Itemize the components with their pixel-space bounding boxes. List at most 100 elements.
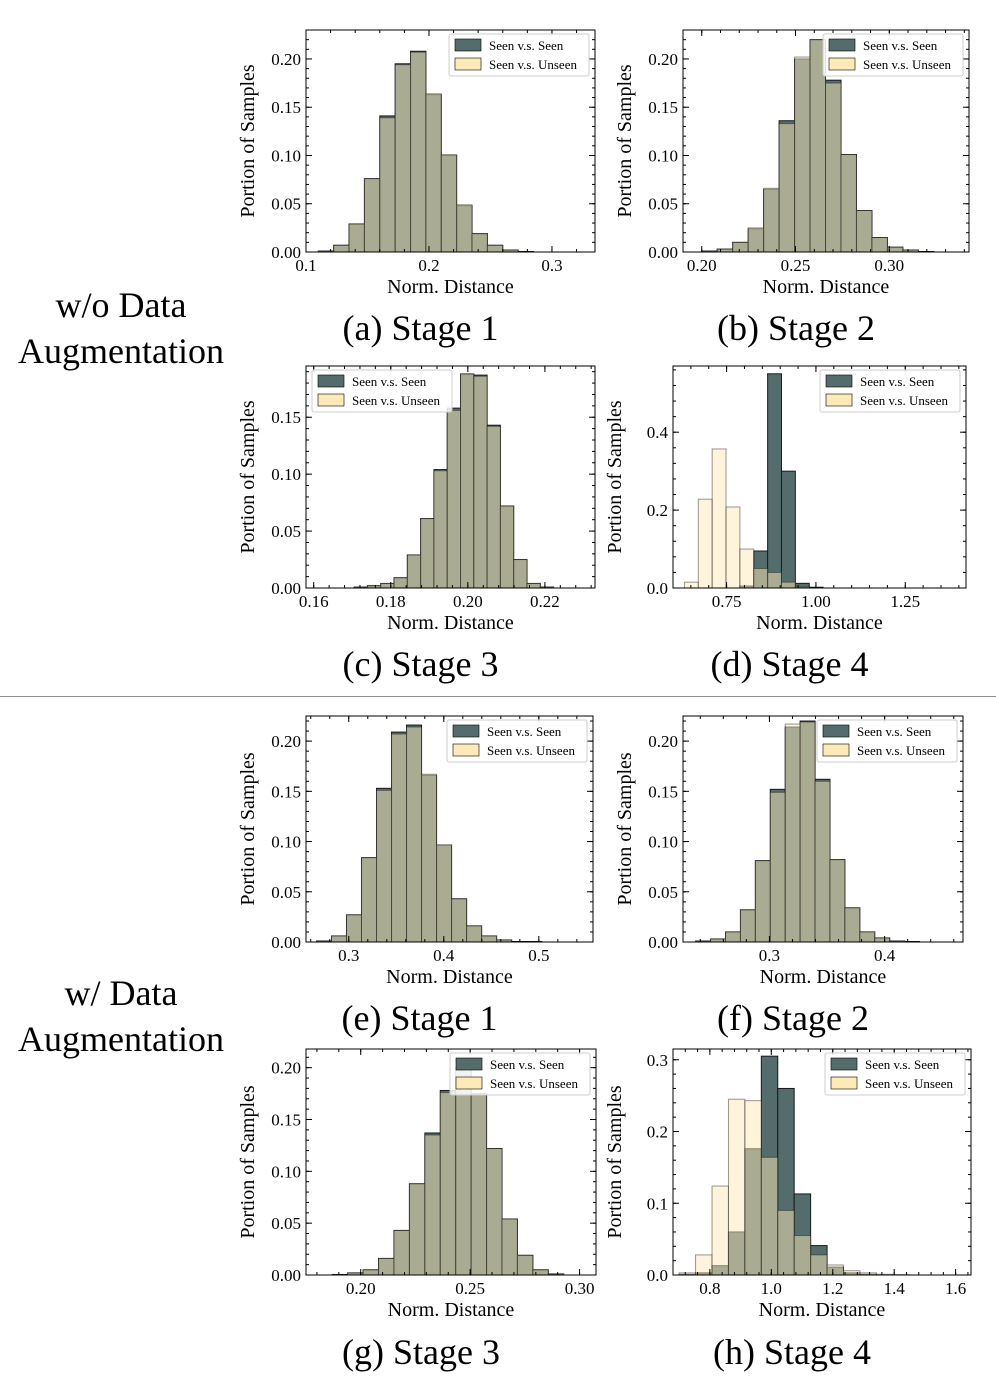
histogram-chart: 0.3 0.4 0.00 0.05 0.10 0.15 0.20 Norm. Distance… — [614, 715, 964, 988]
y-tick-label: 0.10 — [271, 146, 301, 165]
legend: Seen v.s. Seen Seen v.s. Unseen — [822, 33, 964, 77]
axes-frame — [682, 715, 964, 943]
legend-label: Seen v.s. Unseen — [865, 1076, 953, 1091]
bar-unseen — [420, 518, 435, 588]
bar-unseen — [408, 1183, 426, 1275]
bar-unseen — [739, 909, 756, 942]
axes-frame — [305, 1048, 597, 1276]
bars-group — [331, 1067, 565, 1275]
legend-label: Seen v.s. Unseen — [863, 57, 951, 72]
y-axis-label: Portion of Samples — [614, 64, 636, 218]
bar-unseen — [406, 726, 423, 942]
bar-unseen — [767, 571, 782, 588]
x-tick-label: 0.25 — [455, 1279, 485, 1298]
histogram-chart: 0.20 0.25 0.30 0.00 0.05 0.10 0.15 0.20 Norm. Di… — [237, 1048, 597, 1321]
y-tick-label: 0.00 — [271, 1266, 301, 1285]
bar-unseen — [421, 773, 438, 942]
bar-unseen — [855, 209, 873, 252]
bar-unseen — [456, 204, 473, 252]
x-tick-label: 0.3 — [541, 256, 562, 275]
legend-label: Seen v.s. Seen — [865, 1057, 940, 1072]
bar-unseen — [716, 248, 734, 252]
bar-unseen — [780, 581, 796, 588]
bar-unseen — [711, 448, 727, 588]
bar-unseen — [380, 582, 395, 588]
x-axis-label: Norm. Distance — [386, 966, 513, 988]
bar-unseen — [725, 506, 741, 588]
panel-caption: (b) Stage 2 — [717, 308, 875, 348]
legend-box — [819, 369, 961, 413]
bar-unseen — [481, 935, 498, 942]
legend-swatch-seen — [454, 38, 482, 52]
y-tick-label: 0.10 — [271, 1162, 301, 1181]
bar-unseen — [501, 1218, 518, 1275]
bar-unseen — [516, 1254, 534, 1275]
legend-box — [824, 1052, 966, 1096]
bar-seen — [767, 373, 782, 588]
legend-swatch-seen — [828, 38, 856, 52]
axes-frame — [682, 29, 970, 253]
legend-label: Seen v.s. Seen — [860, 374, 935, 389]
y-tick-label: 0.15 — [271, 408, 301, 427]
y-tick-label: 0.20 — [271, 50, 301, 69]
bar-unseen — [333, 244, 350, 252]
legend: Seen v.s. Seen Seen v.s. Unseen — [824, 1052, 966, 1096]
bar-unseen — [348, 223, 365, 252]
y-tick-label: 0.00 — [271, 933, 301, 952]
bar-unseen — [753, 568, 769, 588]
y-axis-label: Portion of Samples — [237, 752, 259, 906]
x-axis-label: Norm. Distance — [388, 1299, 515, 1321]
x-tick-label: 1.00 — [801, 592, 831, 611]
bar-unseen — [784, 723, 801, 942]
x-axis-label: Norm. Distance — [756, 612, 883, 634]
bar-unseen — [473, 375, 488, 588]
y-tick-label: 0.3 — [647, 1051, 668, 1070]
group-label-without-augmentation: w/o Data Augmentation — [0, 282, 242, 374]
bar-unseen — [440, 154, 458, 252]
legend-label: Seen v.s. Seen — [489, 38, 564, 53]
bars-group — [678, 1055, 910, 1275]
legend-swatch-unseen — [455, 1076, 483, 1090]
x-tick-label: 0.25 — [781, 256, 811, 275]
y-tick-label: 0.20 — [648, 732, 678, 751]
bar-unseen — [886, 246, 904, 252]
legend-swatch-seen — [455, 1057, 483, 1071]
y-tick-label: 0.05 — [271, 883, 301, 902]
bar-unseen — [532, 1269, 549, 1275]
y-tick-label: 0.05 — [648, 883, 678, 902]
bar-unseen — [711, 1185, 729, 1275]
legend-label: Seen v.s. Unseen — [490, 1076, 578, 1091]
legend: Seen v.s. Seen Seen v.s. Unseen — [819, 369, 961, 413]
bar-unseen — [410, 51, 427, 252]
bar-unseen — [378, 1257, 395, 1275]
legend-box — [448, 33, 590, 77]
bar-unseen — [486, 244, 504, 252]
x-tick-label: 1.4 — [884, 1279, 906, 1298]
legend: Seen v.s. Seen Seen v.s. Unseen — [816, 719, 958, 763]
y-tick-label: 0.1 — [647, 1194, 668, 1213]
bar-unseen — [683, 581, 699, 588]
bar-unseen — [376, 789, 393, 942]
group-label-line: Augmentation — [18, 331, 224, 371]
bar-unseen — [486, 1148, 503, 1275]
axes-frame — [672, 365, 967, 589]
legend-swatch-unseen — [454, 57, 482, 71]
bars-group — [695, 720, 921, 942]
y-tick-label: 0.20 — [271, 1059, 301, 1078]
y-tick-label: 0.00 — [648, 933, 678, 952]
histogram-chart: 0.1 0.2 0.3 0.00 0.05 0.10 0.15 0.20 Norm. Dista… — [237, 29, 596, 298]
bar-unseen — [471, 233, 488, 252]
panel-caption: (a) Stage 1 — [342, 308, 499, 348]
bar-unseen — [513, 559, 528, 588]
y-tick-label: 0.20 — [648, 50, 678, 69]
histogram-panel: 0.75 1.00 1.25 0.0 0.2 0.4 Norm. Distance Porti… — [603, 356, 976, 688]
x-tick-label: 0.16 — [299, 592, 329, 611]
y-tick-label: 0.20 — [271, 732, 301, 751]
axes-frame — [305, 365, 596, 589]
bar-unseen — [794, 56, 811, 252]
y-tick-label: 0.10 — [648, 833, 678, 852]
axes-frame — [672, 1048, 972, 1276]
y-tick-label: 0.2 — [647, 501, 668, 520]
x-axis-label: Norm. Distance — [387, 612, 514, 634]
x-tick-label: 0.18 — [376, 592, 406, 611]
